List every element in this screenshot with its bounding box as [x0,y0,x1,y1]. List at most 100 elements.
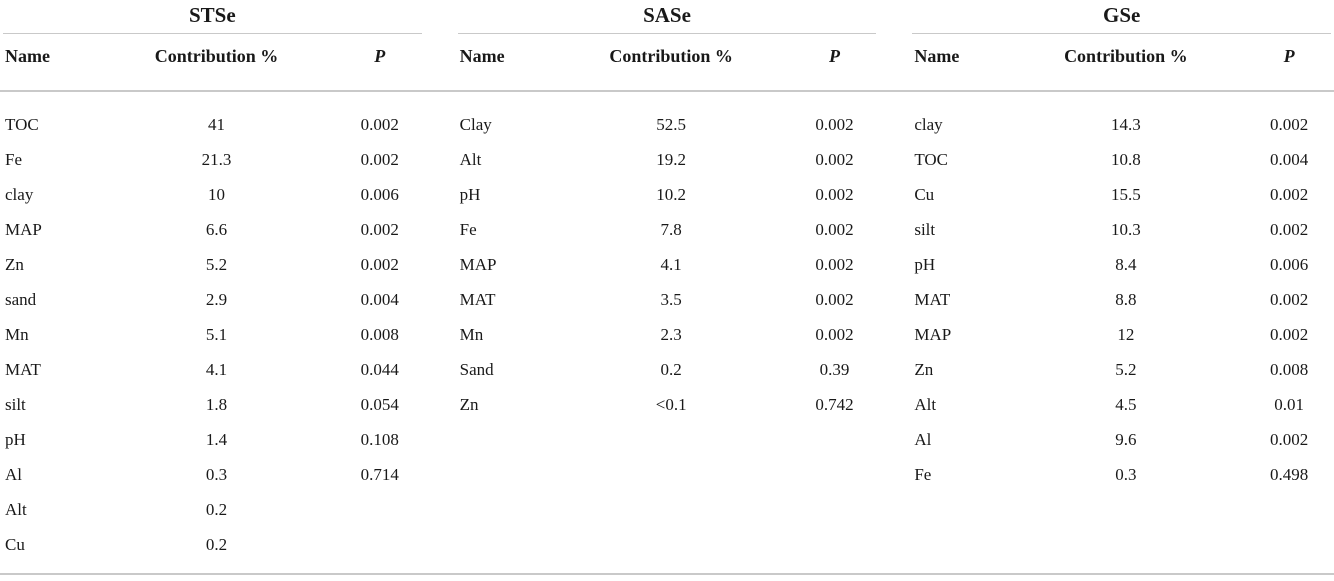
table-row: Clay 52.5 0.002 [458,107,877,142]
table-row: Alt 0.2 [3,492,422,527]
column-header-contribution: Contribution % [1064,46,1188,66]
row-name: MAT [914,289,951,309]
row-name: Clay [459,114,492,134]
row-name: Al [5,464,22,484]
column-header-name: Name [914,46,960,66]
table-row: MAP 4.1 0.002 [458,247,877,282]
row-name: MAT [5,359,41,379]
row-p: 0.002 [815,114,854,134]
table-rows: clay 14.3 0.002 TOC 10.8 0.004 Cu 15.5 0… [912,107,1331,492]
row-contribution: 2.3 [660,324,682,344]
row-name: clay [5,184,34,204]
row-p: 0.002 [1269,429,1309,449]
row-contribution: 5.2 [1115,359,1137,379]
table-row: TOC 41 0.002 [3,107,422,142]
table-row: silt 1.8 0.054 [3,387,422,422]
table-row: MAP 6.6 0.002 [3,212,422,247]
row-p: 0.714 [360,464,399,484]
table-group-header: SASe Name Contribution % P [457,0,877,90]
table-title: SASe [457,0,877,34]
row-p: 0.006 [1269,254,1309,274]
table-row: sand 2.9 0.004 [3,282,422,317]
row-name: Fe [5,149,22,169]
row-contribution: 41 [208,114,225,134]
table-row: Zn 5.2 0.008 [912,352,1331,387]
table-row: Al 0.3 0.714 [3,457,422,492]
column-header-row: Name Contribution % P [458,34,877,90]
column-header-name: Name [459,46,505,66]
row-name: Cu [914,184,935,204]
row-name: pH [5,429,26,449]
table-row: pH 10.2 0.002 [458,177,877,212]
row-name: Zn [914,359,934,379]
row-contribution: 10.3 [1110,219,1141,239]
row-contribution: 1.4 [205,429,228,449]
table-body-band: TOC 41 0.002 Fe 21.3 0.002 clay 10 0.006… [0,92,1334,562]
row-p: 0.002 [360,219,399,239]
row-contribution: 14.3 [1110,114,1141,134]
row-p: 0.006 [360,184,399,204]
row-p: 0.002 [360,114,399,134]
header-divider [0,90,1334,92]
table-title: STSe [3,0,422,34]
row-contribution: 0.2 [205,534,228,554]
table-row: MAT 3.5 0.002 [458,282,877,317]
row-name: silt [914,219,936,239]
table-row: Cu 15.5 0.002 [912,177,1331,212]
row-contribution: 0.2 [660,359,682,379]
row-contribution: <0.1 [655,394,687,414]
row-p: 0.39 [819,359,850,379]
row-p: 0.108 [360,429,399,449]
table-row: clay 14.3 0.002 [912,107,1331,142]
column-header-row: Name Contribution % P [912,34,1331,90]
row-contribution: 12 [1117,324,1135,344]
row-p: 0.002 [1269,324,1309,344]
table-group-header: GSe Name Contribution % P [912,0,1331,90]
column-header-p: P [1283,46,1295,66]
table-group-header: STSe Name Contribution % P [3,0,422,90]
row-contribution: 2.9 [205,289,228,309]
row-name: Alt [459,149,482,169]
row-p: 0.01 [1274,394,1304,414]
bottom-divider [0,573,1334,575]
column-header-row: Name Contribution % P [3,34,422,90]
table-row: TOC 10.8 0.004 [912,142,1331,177]
row-contribution: 8.4 [1115,254,1137,274]
table-row: Fe 0.3 0.498 [912,457,1331,492]
row-name: Sand [459,359,494,379]
row-contribution: 15.5 [1110,184,1141,204]
table-row: Zn 5.2 0.002 [3,247,422,282]
column-header-contribution: Contribution % [609,46,733,66]
row-name: Alt [5,499,27,519]
table-row: Mn 2.3 0.002 [458,317,877,352]
row-p: 0.002 [1269,114,1309,134]
row-contribution: 5.2 [205,254,228,274]
row-name: TOC [914,149,949,169]
column-header-name: Name [5,46,50,66]
row-p: 0.054 [360,394,399,414]
table-rows: Clay 52.5 0.002 Alt 19.2 0.002 pH 10.2 0… [458,107,877,422]
row-p: 0.002 [1269,289,1309,309]
row-p: 0.004 [1269,149,1309,169]
row-contribution: 19.2 [656,149,687,169]
table-row: Al 9.6 0.002 [912,422,1331,457]
row-name: MAP [459,254,497,274]
row-name: Fe [914,464,932,484]
row-contribution: 3.5 [660,289,682,309]
row-name: Alt [914,394,937,414]
row-name: Mn [459,324,484,344]
row-p: 0.004 [360,289,399,309]
row-name: Al [914,429,932,449]
table-row: MAT 4.1 0.044 [3,352,422,387]
table-row: Zn <0.1 0.742 [458,387,877,422]
row-name: sand [5,289,37,309]
table-row: Mn 5.1 0.008 [3,317,422,352]
row-p: 0.002 [815,289,854,309]
row-contribution: 7.8 [660,219,682,239]
row-name: Mn [5,324,29,344]
table-rows: TOC 41 0.002 Fe 21.3 0.002 clay 10 0.006… [3,107,422,562]
row-p: 0.002 [1269,184,1309,204]
row-contribution: 21.3 [201,149,232,169]
table-title: GSe [912,0,1331,34]
